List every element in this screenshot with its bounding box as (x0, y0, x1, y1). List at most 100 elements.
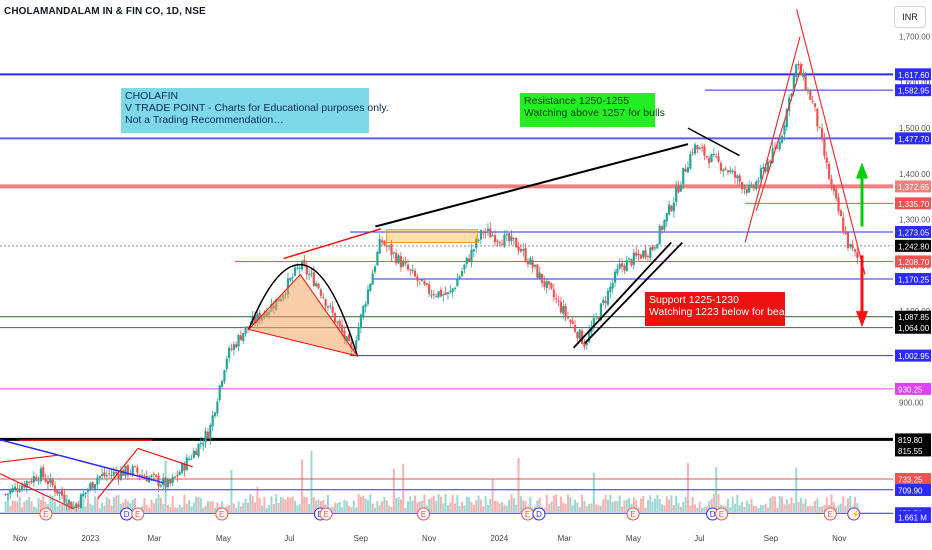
candle-body (338, 320, 341, 326)
earnings-letter: E (421, 510, 426, 519)
candle-body (719, 163, 722, 171)
candle-body (178, 472, 181, 475)
time-tick-label: Nov (13, 534, 27, 543)
volume-bar (785, 499, 788, 512)
candle-body (183, 463, 186, 471)
volume-bar (635, 500, 638, 512)
candle-body (291, 277, 294, 279)
volume-bar (557, 505, 560, 512)
price-tick-label: 1,500.00 (899, 124, 931, 133)
volume-bar (536, 500, 539, 512)
volume-bar (444, 494, 447, 512)
candle-body (385, 245, 388, 247)
volume-bar (576, 502, 579, 512)
volume-bar (63, 497, 66, 512)
candle-body (748, 185, 751, 193)
volume-bar (192, 502, 195, 512)
dividend-icon (532, 507, 546, 521)
candle-body (333, 312, 337, 323)
candle-body (131, 466, 134, 475)
time-tick-label: Nov (422, 534, 436, 543)
candle-body (538, 272, 541, 279)
volume-bar (35, 507, 38, 512)
volume-bar (289, 497, 292, 512)
time-tick-label: Mar (148, 534, 162, 543)
earnings-icon (626, 507, 640, 521)
symbol-title: CHOLAMANDALAM IN & FIN CO, 1D, NSE (4, 6, 206, 17)
candle-body (60, 490, 64, 496)
candle-body (435, 295, 438, 297)
volume-bar (668, 499, 671, 512)
candle-body (557, 300, 560, 302)
candle-body (84, 492, 87, 494)
candle-body (769, 160, 772, 163)
candle-body (9, 490, 12, 494)
candle-body (625, 260, 628, 272)
volume-bar (178, 504, 181, 512)
price-level-label: 1,273.05 (898, 228, 930, 237)
volume-bar (352, 500, 355, 512)
candle-body (413, 270, 417, 277)
volume-bar (421, 500, 424, 512)
candle-body (425, 283, 428, 285)
candle-body (352, 349, 355, 351)
candle-body (258, 312, 261, 321)
candle-body (517, 246, 520, 251)
volume-bar (689, 505, 692, 512)
volume-bar (237, 501, 240, 512)
candle-body (592, 317, 595, 328)
volume-bar (298, 504, 301, 512)
volume-bar (376, 500, 379, 512)
currency-button[interactable]: INR (894, 6, 926, 28)
volume-bar (797, 502, 800, 512)
candle-body (851, 244, 854, 249)
candle-body (628, 258, 631, 260)
candle-body (806, 90, 810, 92)
split-icon-glyph: ⚡ (851, 509, 861, 519)
volume-bar (108, 498, 111, 512)
volume-bar (82, 494, 85, 512)
volume-bar (581, 494, 584, 512)
volume-bar (564, 503, 567, 512)
candle-body (552, 289, 555, 298)
candle-body (143, 476, 146, 478)
candle-body (39, 468, 42, 482)
volume-bar (58, 503, 61, 512)
price-level-label: 815.55 (898, 447, 923, 456)
volume-bar (524, 501, 527, 512)
candle-body (53, 485, 57, 492)
volume-bar (665, 496, 668, 512)
volume-bar (830, 494, 833, 512)
candle-body (180, 463, 184, 473)
price-level-label: 1,477.70 (898, 135, 930, 144)
candle-body (717, 156, 720, 162)
volume-bar (239, 506, 242, 512)
candle-body (223, 370, 226, 382)
volume-bar (510, 494, 513, 512)
candle-body (849, 243, 852, 248)
volume-bar (458, 505, 461, 512)
volume-bar (230, 469, 233, 512)
earnings-letter: E (719, 510, 724, 519)
consolidation-line (687, 127, 740, 157)
candle-body (491, 235, 494, 237)
candle-body (312, 272, 315, 287)
volume-bar (294, 500, 297, 512)
volume-bar (566, 494, 569, 512)
volume-bar (757, 507, 760, 512)
candle-body (211, 415, 214, 427)
volume-bar (176, 507, 179, 512)
candle-body (242, 332, 245, 342)
volume-bar (315, 500, 318, 512)
candle-body (75, 504, 78, 509)
volume-bar (837, 505, 840, 512)
candle-body (566, 317, 570, 319)
candle-body (209, 425, 212, 439)
support-note: Support 1225-1230 Watching 1223 below fo… (645, 292, 793, 326)
volume-bar (331, 506, 334, 512)
candle-body (486, 228, 490, 232)
volume-bar (322, 500, 325, 512)
earnings-icon (39, 507, 53, 521)
candle-body (206, 431, 210, 439)
